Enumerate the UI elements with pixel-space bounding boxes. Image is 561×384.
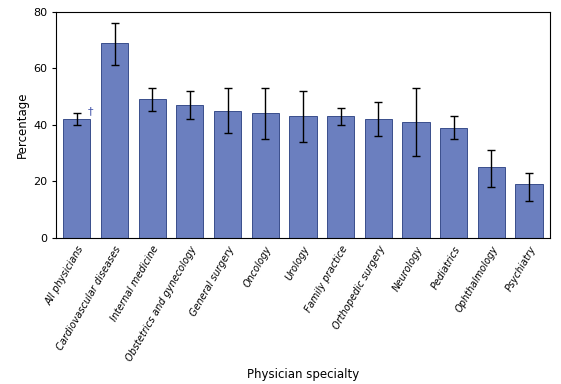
Bar	[365, 119, 392, 238]
Bar	[176, 105, 204, 238]
Bar	[214, 111, 241, 238]
Bar	[101, 43, 128, 238]
Bar	[289, 116, 316, 238]
Bar	[139, 99, 165, 238]
Bar	[63, 119, 90, 238]
Bar	[402, 122, 430, 238]
Bar	[327, 116, 354, 238]
X-axis label: Physician specialty: Physician specialty	[247, 368, 359, 381]
Bar	[440, 127, 467, 238]
Text: †: †	[88, 106, 94, 116]
Bar	[252, 114, 279, 238]
Y-axis label: Percentage: Percentage	[16, 91, 29, 158]
Bar	[478, 167, 505, 238]
Bar	[516, 184, 542, 238]
